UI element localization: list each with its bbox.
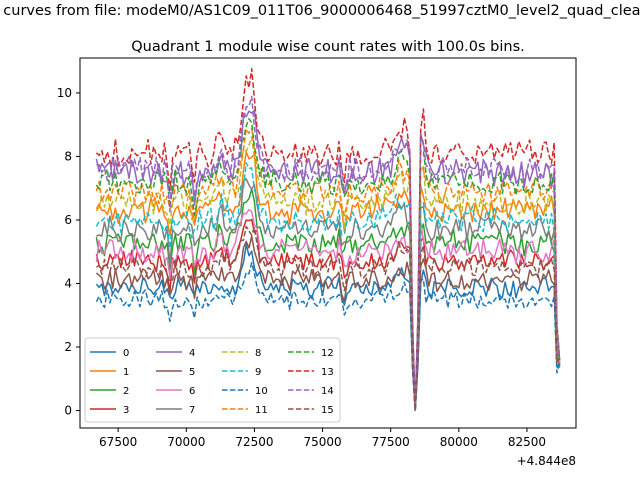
legend-label-1: 1: [123, 367, 129, 378]
legend-label-3: 3: [123, 405, 129, 416]
series-line-11: [95, 127, 561, 412]
x-tick-label: 77500: [372, 435, 410, 449]
legend-label-10: 10: [255, 386, 268, 397]
series-line-15: [96, 225, 561, 412]
chart-supertitle: Light curves from file: modeM0/AS1C09_01…: [0, 3, 640, 19]
y-tick-label: 6: [64, 213, 72, 227]
legend-label-6: 6: [189, 386, 195, 397]
y-tick-label: 4: [64, 276, 72, 290]
y-tick-label: 0: [64, 404, 72, 418]
legend-label-0: 0: [123, 348, 129, 359]
legend-label-9: 9: [255, 367, 261, 378]
legend-frame: [84, 337, 341, 423]
series-line-2: [95, 188, 561, 412]
x-tick-label: 75000: [303, 435, 341, 449]
x-tick-label: 67500: [99, 435, 137, 449]
legend-label-8: 8: [255, 348, 261, 359]
series-line-10: [95, 261, 561, 412]
legend-label-4: 4: [189, 348, 195, 359]
legend-label-2: 2: [123, 386, 129, 397]
x-offset-label: +4.844e8: [517, 454, 576, 468]
x-tick-label: 70000: [167, 435, 205, 449]
series-line-0: [95, 243, 561, 412]
series-line-13: [95, 67, 561, 411]
series-line-14: [96, 95, 561, 412]
legend-label-14: 14: [321, 386, 334, 397]
plot-frame: [79, 57, 577, 429]
y-tick-label: 10: [57, 86, 72, 100]
series-line-9: [95, 162, 561, 412]
series-line-6: [95, 208, 561, 412]
legend-label-15: 15: [321, 405, 334, 416]
y-axis: 0 2 4 6 8 10: [57, 86, 80, 418]
series-line-7: [96, 178, 561, 412]
legend-label-7: 7: [189, 405, 195, 416]
x-tick-label: 72500: [235, 435, 273, 449]
x-axis: 67500 70000 72500 75000 77500 80000 82500: [99, 428, 546, 449]
chart-title: Quadrant 1 module wise count rates with …: [131, 39, 525, 55]
series-layer: [95, 67, 561, 412]
series-line-3: [95, 218, 561, 412]
series-line-4: [95, 109, 561, 412]
x-tick-label: 82500: [508, 435, 546, 449]
x-tick-label: 80000: [440, 435, 478, 449]
series-line-5: [95, 235, 561, 412]
y-tick-label: 8: [64, 149, 72, 163]
legend-label-11: 11: [255, 405, 268, 416]
y-tick-label: 2: [64, 340, 72, 354]
legend-label-12: 12: [321, 348, 334, 359]
legend-label-13: 13: [321, 367, 334, 378]
legend-label-5: 5: [189, 367, 195, 378]
